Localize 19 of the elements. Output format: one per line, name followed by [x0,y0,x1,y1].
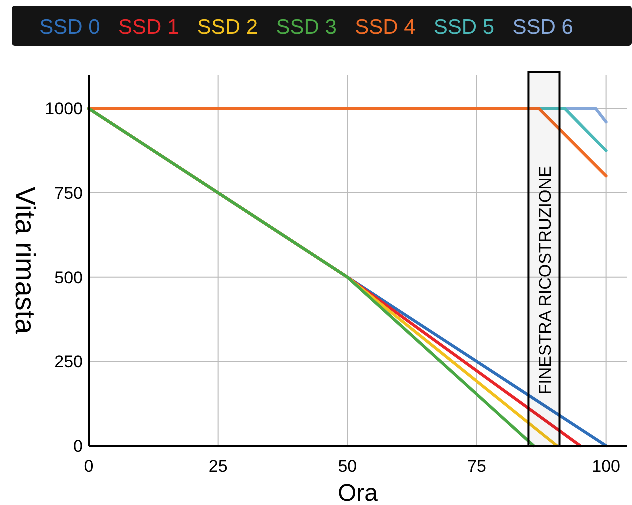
text: SSD 3 [276,16,337,39]
text: SSD 0 [40,16,100,39]
y-tick-label: 250 [54,352,83,372]
y-tick-label: 1000 [45,100,83,119]
text: SSD 1 [118,16,180,39]
y-tick-label: 0 [74,437,83,456]
x-tick-label: 100 [592,457,620,476]
y-tick-label: 500 [54,268,83,288]
x-tick-label: 50 [338,457,358,476]
text: SSD 5 [434,16,495,39]
text: SSD 6 [512,16,574,39]
text: SSD 4 [355,16,416,39]
y-tick-label: 750 [54,184,83,204]
text: SSD 2 [197,16,258,39]
x-axis-title: Ora [338,480,379,505]
x-tick-label: 75 [468,457,486,476]
band-label: FINESTRA RICOSTRUZIONE [536,166,556,395]
y-axis-title: Vita rimasta [10,186,41,335]
x-tick-label: 25 [208,457,228,476]
